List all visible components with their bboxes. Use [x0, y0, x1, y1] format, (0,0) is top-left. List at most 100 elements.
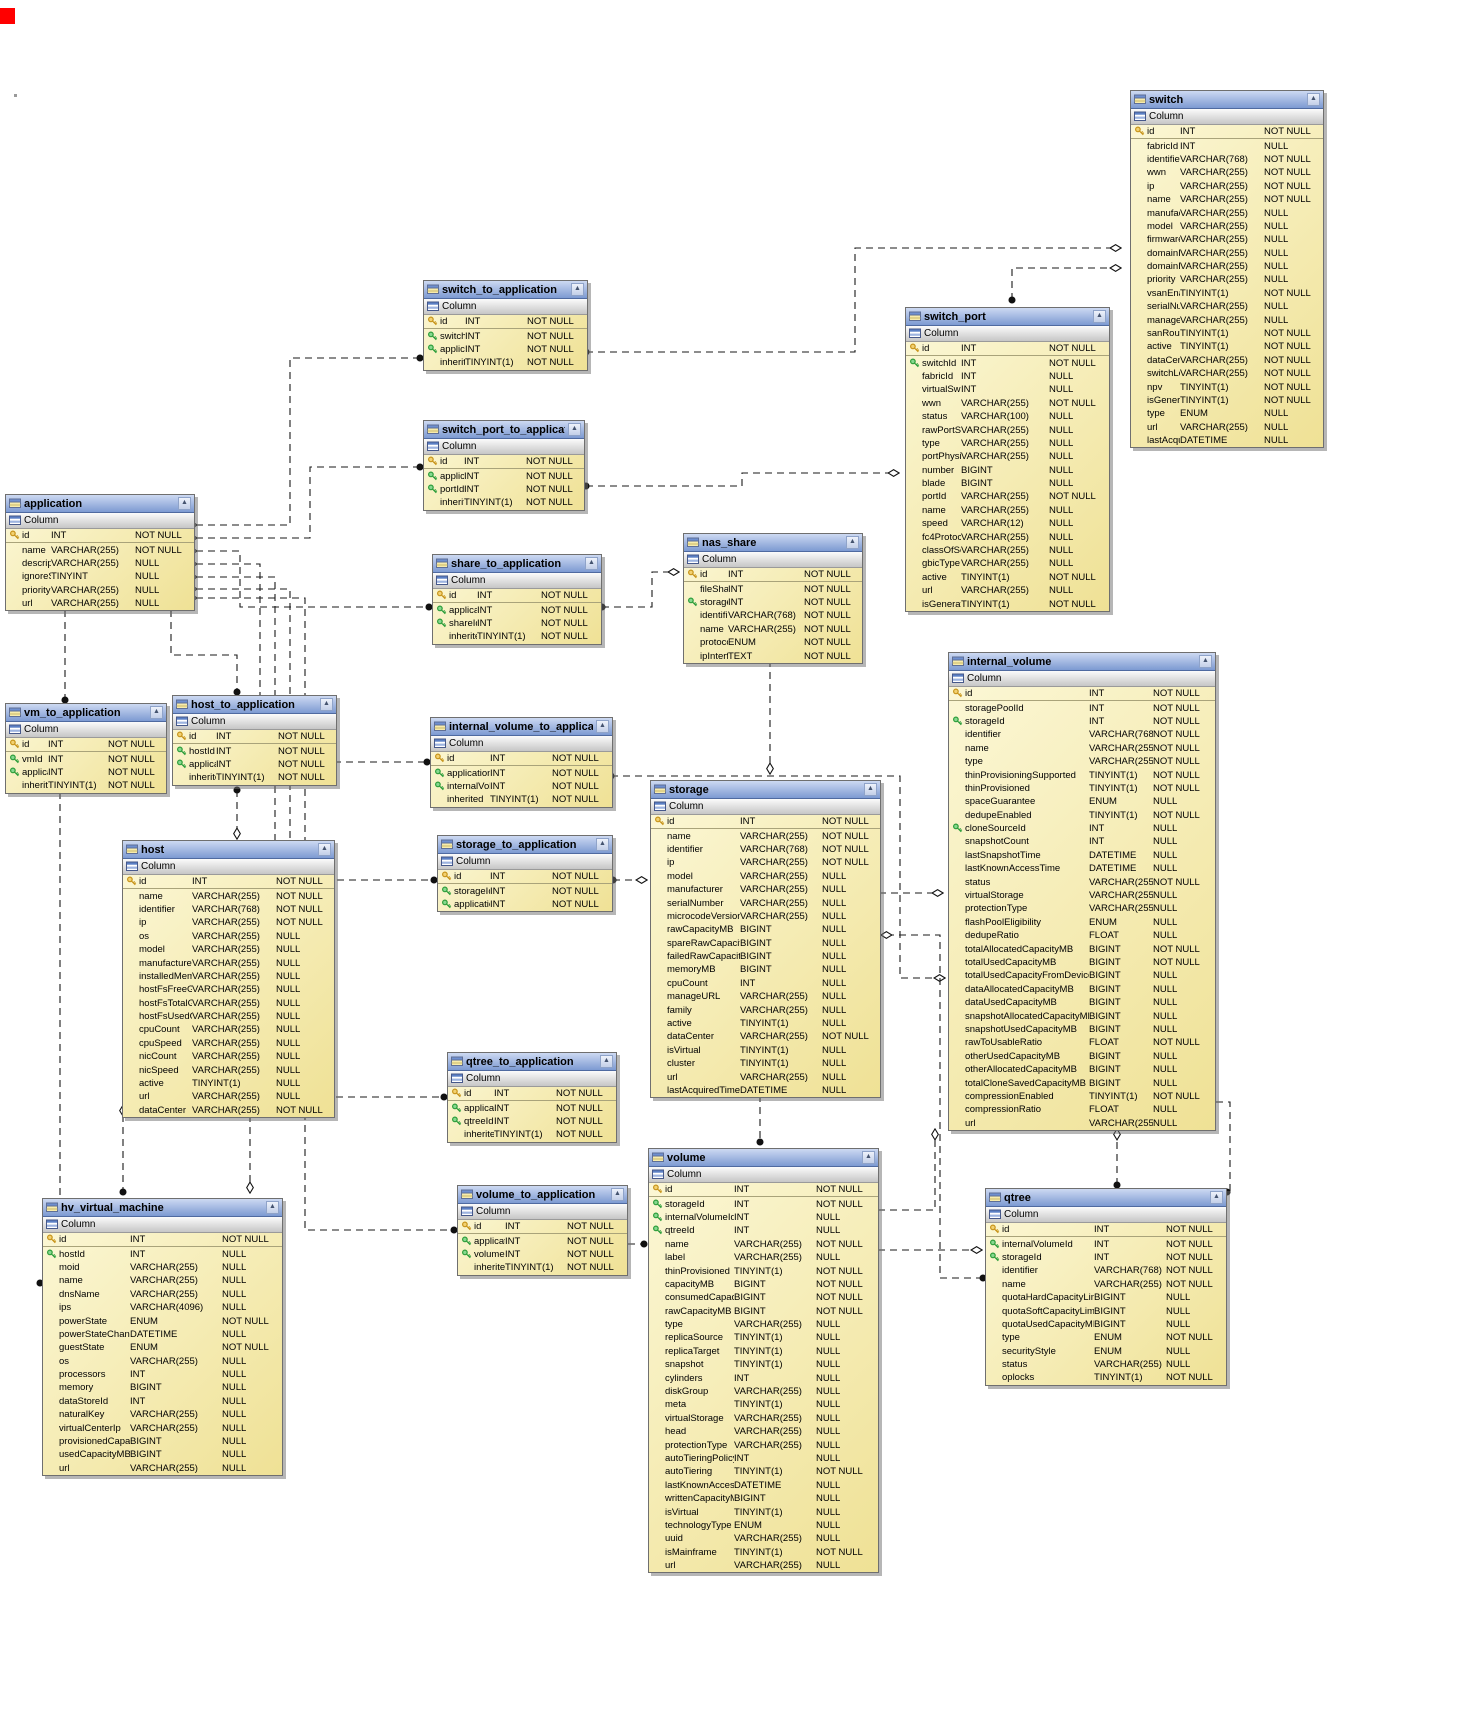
column-row-manageURL[interactable]: manageURL VARCHAR(255) NULL [651, 990, 880, 1003]
column-row-isMainframe[interactable]: isMainframe TINYINT(1) NOT NULL [649, 1546, 878, 1559]
column-row-moid[interactable]: moid VARCHAR(255) NULL [43, 1261, 282, 1274]
column-row-ipInterfaces[interactable]: ipInterfacesTEXT NOT NULL [684, 649, 862, 662]
column-row-url[interactable]: url VARCHAR(255) NULL [906, 584, 1109, 597]
column-row-priority[interactable]: priority VARCHAR(255) NULL [6, 584, 194, 597]
table-card-host_to_application[interactable]: host_to_application ▲ Column id INT NOT NULL h… [172, 695, 337, 786]
column-row-guestState[interactable]: guestState ENUM NOT NULL [43, 1341, 282, 1354]
column-row-npv[interactable]: npv TINYINT(1) NOT NULL [1131, 380, 1323, 393]
column-row-ignoreSharing[interactable]: ignoreSharingTINYINT NULL [6, 570, 194, 583]
column-row-rawCapacityMB[interactable]: rawCapacityMB BIGINT NULL [651, 923, 880, 936]
column-row-totalCloneSavedCapacityMB[interactable]: totalCloneSavedCapacityMB BIGINT NULL [949, 1076, 1215, 1089]
table-header-nas_share[interactable]: nas_share ▲ [684, 534, 862, 552]
column-row-protocol[interactable]: protocolENUM NOT NULL [684, 636, 862, 649]
column-row-memory[interactable]: memory BIGINT NULL [43, 1381, 282, 1394]
column-row-type[interactable]: type VARCHAR(255) NULL [649, 1318, 878, 1331]
column-row-consumedCapacityMB[interactable]: consumedCapacityMBBIGINT NOT NULL [649, 1291, 878, 1304]
column-row-family[interactable]: family VARCHAR(255) NULL [651, 1003, 880, 1016]
column-row-technologyType[interactable]: technologyType ENUM NULL [649, 1519, 878, 1532]
collapse-triangle-icon[interactable]: ▲ [846, 536, 859, 549]
column-row-nicCount[interactable]: nicCount VARCHAR(255) NULL [123, 1050, 334, 1063]
column-row-os[interactable]: os VARCHAR(255) NULL [43, 1355, 282, 1368]
table-card-storage[interactable]: storage ▲ Column id INT NOT NULL name VARCHAR(2… [650, 780, 881, 1099]
table-header-switch[interactable]: switch ▲ [1131, 91, 1323, 109]
column-row-name[interactable]: name VARCHAR(255) NOT NULL [684, 623, 862, 636]
column-row-id[interactable]: id INT NOT NULL [906, 342, 1109, 357]
column-row-id[interactable]: id INT NOT NULL [684, 568, 862, 583]
column-row-shareId[interactable]: shareIdINT NOT NULL [433, 617, 601, 630]
collapse-triangle-icon[interactable]: ▲ [585, 557, 598, 570]
column-row-meta[interactable]: meta TINYINT(1) NULL [649, 1398, 878, 1411]
column-row-thinProvisioningSupported[interactable]: thinProvisioningSupported TINYINT(1) NOT N… [949, 768, 1215, 781]
column-row-active[interactable]: active TINYINT(1) NULL [123, 1077, 334, 1090]
table-header-host_to_application[interactable]: host_to_application ▲ [173, 696, 336, 714]
column-row-quotaSoftCapacityLimitMB[interactable]: quotaSoftCapacityLimitMBBIGINT NULL [986, 1304, 1226, 1317]
collapse-triangle-icon[interactable]: ▲ [596, 838, 609, 851]
column-row-virtualStorage[interactable]: virtualStorage VARCHAR(255) NULL [949, 889, 1215, 902]
column-row-oplocks[interactable]: oplocks TINYINT(1) NOT NULL [986, 1371, 1226, 1384]
collapse-triangle-icon[interactable]: ▲ [178, 497, 191, 510]
column-row-cluster[interactable]: cluster TINYINT(1) NULL [651, 1057, 880, 1070]
column-row-storagePoolId[interactable]: storagePoolId INT NOT NULL [949, 701, 1215, 714]
column-row-model[interactable]: model VARCHAR(255) NULL [123, 943, 334, 956]
collapse-triangle-icon[interactable]: ▲ [596, 720, 609, 733]
column-row-ip[interactable]: ip VARCHAR(255) NOT NULL [123, 916, 334, 929]
column-row-applicationId[interactable]: applicationIdINT NOT NULL [448, 1101, 616, 1114]
column-row-rawToUsableRatio[interactable]: rawToUsableRatio FLOAT NOT NULL [949, 1036, 1215, 1049]
column-row-otherUsedCapacityMB[interactable]: otherUsedCapacityMB BIGINT NULL [949, 1050, 1215, 1063]
column-row-head[interactable]: head VARCHAR(255) NULL [649, 1425, 878, 1438]
column-row-description[interactable]: descriptionVARCHAR(255) NULL [6, 557, 194, 570]
column-row-applicationId[interactable]: applicationIdINT NOT NULL [458, 1234, 627, 1247]
column-row-id[interactable]: id INT NOT NULL [986, 1223, 1226, 1238]
column-row-portPhysicalState[interactable]: portPhysicalStateVARCHAR(255) NULL [906, 450, 1109, 463]
column-row-id[interactable]: id INT NOT NULL [173, 730, 336, 745]
column-row-dnsName[interactable]: dnsName VARCHAR(255) NULL [43, 1288, 282, 1301]
column-row-thinProvisioned[interactable]: thinProvisioned TINYINT(1) NOT NULL [649, 1264, 878, 1277]
column-row-id[interactable]: id INT NOT NULL [448, 1087, 616, 1102]
column-row-replicaSource[interactable]: replicaSource TINYINT(1) NULL [649, 1331, 878, 1344]
column-row-dedupeRatio[interactable]: dedupeRatio FLOAT NULL [949, 929, 1215, 942]
column-row-lastSnapshotTime[interactable]: lastSnapshotTime DATETIME NULL [949, 849, 1215, 862]
column-row-id[interactable]: id INT NOT NULL [651, 815, 880, 830]
column-row-id[interactable]: id INT NOT NULL [6, 529, 194, 544]
column-row-ips[interactable]: ips VARCHAR(4096) NULL [43, 1301, 282, 1314]
table-header-switch_port[interactable]: switch_port ▲ [906, 308, 1109, 326]
column-row-virtualStorage[interactable]: virtualStorage VARCHAR(255) NULL [649, 1412, 878, 1425]
column-row-name[interactable]: name VARCHAR(255) NOT NULL [649, 1238, 878, 1251]
table-card-qtree_to_application[interactable]: qtree_to_application ▲ Column id INT NOT NULL… [447, 1052, 617, 1143]
column-row-powerStateChangeTime[interactable]: powerStateChangeTimeDATETIME NULL [43, 1328, 282, 1341]
table-header-storage[interactable]: storage ▲ [651, 781, 880, 799]
column-row-type[interactable]: type ENUM NULL [1131, 407, 1323, 420]
column-row-spareRawCapacityMB[interactable]: spareRawCapacityMBBIGINT NULL [651, 937, 880, 950]
column-row-active[interactable]: active TINYINT(1) NOT NULL [906, 571, 1109, 584]
table-card-switch[interactable]: switch ▲ Column id INT NOT NULL fabricId INT NUL… [1130, 90, 1324, 449]
column-row-gbicType[interactable]: gbicType VARCHAR(255) NULL [906, 557, 1109, 570]
column-row-compressionRatio[interactable]: compressionRatio FLOAT NULL [949, 1103, 1215, 1116]
column-row-usedCapacityMB[interactable]: usedCapacityMB BIGINT NULL [43, 1448, 282, 1461]
collapse-triangle-icon[interactable]: ▲ [266, 1201, 279, 1214]
table-card-volume_to_application[interactable]: volume_to_application ▲ Column id INT NOT NUL… [457, 1185, 628, 1276]
table-header-share_to_application[interactable]: share_to_application ▲ [433, 555, 601, 573]
column-row-thinProvisioned[interactable]: thinProvisioned TINYINT(1) NOT NULL [949, 782, 1215, 795]
collapse-triangle-icon[interactable]: ▲ [600, 1055, 613, 1068]
column-row-name[interactable]: name VARCHAR(255) NOT NULL [949, 742, 1215, 755]
column-row-applicationId[interactable]: applicationIdINT NOT NULL [424, 469, 584, 482]
table-card-qtree[interactable]: qtree ▲ Column id INT NOT NULL internalVolumeI… [985, 1188, 1227, 1386]
column-row-totalUsedCapacityMB[interactable]: totalUsedCapacityMB BIGINT NOT NULL [949, 956, 1215, 969]
column-row-active[interactable]: active TINYINT(1) NULL [651, 1017, 880, 1030]
collapse-triangle-icon[interactable]: ▲ [571, 283, 584, 296]
table-card-application[interactable]: application ▲ Column id INT NOT NULL name VARCH… [5, 494, 195, 612]
column-row-dataAllocatedCapacityMB[interactable]: dataAllocatedCapacityMB BIGINT NULL [949, 983, 1215, 996]
table-card-vm_to_application[interactable]: vm_to_application ▲ Column id INT NOT NULL vmI… [5, 703, 167, 794]
column-row-fabricId[interactable]: fabricId INT NULL [1131, 139, 1323, 152]
collapse-triangle-icon[interactable]: ▲ [1210, 1191, 1223, 1204]
column-row-type[interactable]: type VARCHAR(255) NULL [906, 437, 1109, 450]
